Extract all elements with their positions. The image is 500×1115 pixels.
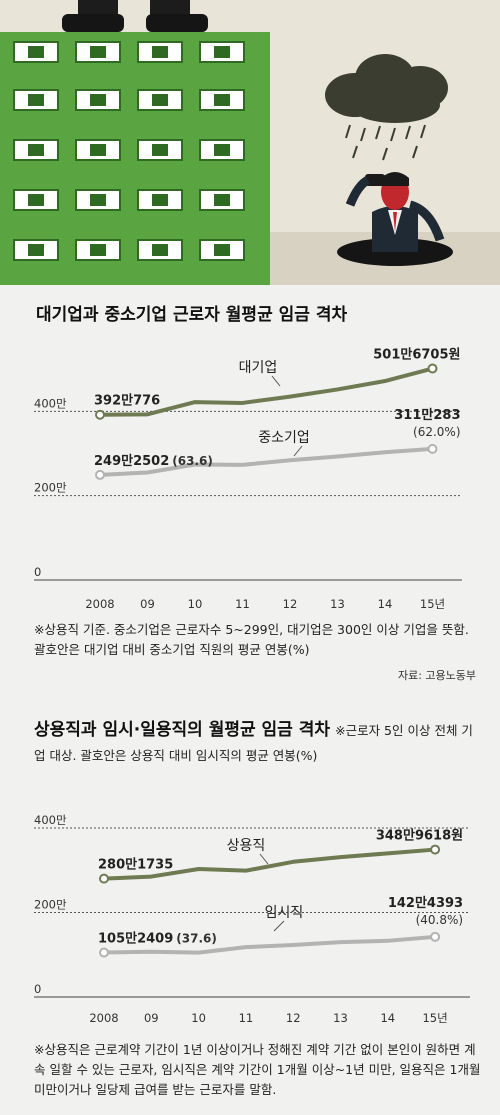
banknote-center-icon: [90, 194, 106, 206]
end-ratio-label: (40.8%): [416, 913, 463, 927]
banknote-center-icon: [28, 244, 44, 256]
banknote-center-icon: [28, 94, 44, 106]
chart1-source: 자료: 고용노동부: [397, 669, 476, 682]
banknote-center-icon: [28, 144, 44, 156]
x-tick-label: 14: [380, 1011, 395, 1025]
series-endpoint: [95, 409, 105, 420]
banknote-center-icon: [90, 244, 106, 256]
x-tick-label: 15년: [420, 597, 445, 610]
series-endpoint: [430, 931, 441, 942]
banknote-center-icon: [90, 46, 106, 58]
start-value-label: 105만2409 (37.6): [98, 931, 217, 947]
chart2-title: 상용직과 임시·일용직의 월평균 임금 격차: [34, 720, 331, 740]
x-tick-label: 11: [239, 1011, 254, 1025]
series-endpoint: [95, 469, 105, 480]
start-value-label: 249만2502 (63.6): [94, 453, 213, 469]
illustration-art: [0, 0, 500, 285]
end-value-label: 348만9618원: [376, 828, 463, 844]
series-name-leader: [273, 920, 285, 932]
series-endpoint: [99, 873, 109, 884]
header-illustration: [0, 0, 500, 285]
y-tick-label: 400만: [34, 396, 67, 410]
banknote-center-icon: [214, 244, 230, 256]
x-tick-label: 11: [235, 597, 250, 610]
series-name-leader: [259, 853, 269, 865]
x-tick-label: 09: [144, 1011, 159, 1025]
chart2-note: ※상용직은 근로계약 기간이 1년 이상이거나 정해진 계약 기간 없이 본인이…: [34, 1042, 481, 1097]
end-value-label: 311만283: [394, 407, 460, 423]
series-endpoint: [99, 947, 109, 958]
series-name-label: 상용직: [227, 838, 266, 854]
end-ratio-label: (62.0%): [413, 425, 460, 439]
start-ratio-label: (63.6): [172, 454, 213, 468]
series-name-label: 임시직: [265, 905, 304, 921]
series-name-label: 중소기업: [258, 430, 310, 446]
x-tick-label: 09: [140, 597, 155, 610]
banknote-center-icon: [28, 46, 44, 58]
y-tick-label: 200만: [34, 481, 67, 495]
y-tick-label: 0: [34, 565, 41, 579]
banknote-center-icon: [152, 144, 168, 156]
banknote-center-icon: [90, 144, 106, 156]
x-tick-label: 14: [378, 597, 393, 610]
x-tick-label: 12: [283, 597, 298, 610]
series-endpoint: [430, 844, 441, 855]
banknote-center-icon: [152, 244, 168, 256]
banknote-center-icon: [152, 94, 168, 106]
x-tick-label: 2008: [89, 1011, 118, 1025]
y-tick-label: 200만: [34, 898, 67, 912]
series-endpoint: [427, 443, 438, 454]
y-tick-label: 0: [34, 982, 41, 996]
banknote-center-icon: [90, 94, 106, 106]
x-tick-label: 12: [286, 1011, 301, 1025]
banknote-center-icon: [152, 194, 168, 206]
chart2-heading: 상용직과 임시·일용직의 월평균 임금 격차 ※근로자 5인 이상 전체 기업 …: [34, 718, 484, 768]
banknote-center-icon: [214, 194, 230, 206]
series-name-leader: [293, 445, 303, 457]
x-tick-label: 10: [188, 597, 203, 610]
series-line: [99, 366, 434, 417]
series-line: [99, 446, 433, 477]
series-name-label: 대기업: [239, 360, 278, 376]
banknote-center-icon: [152, 46, 168, 58]
chart1-svg: 0 200만 400만 2008 09 10 11 12 13 14 15년 대기업 392만776 50…: [34, 347, 462, 610]
series-line: [103, 847, 436, 881]
x-tick-label: 10: [191, 1011, 206, 1025]
banknote-center-icon: [214, 144, 230, 156]
series-name-leader: [271, 375, 281, 387]
end-value-label: 501만6705원: [373, 347, 460, 363]
chart2-svg: 0 200만 400만 2008 09 10 11 12 13 14 15년 상용직 280만1735 3…: [34, 813, 470, 1025]
banknote-center-icon: [214, 46, 230, 58]
series-endpoint: [427, 363, 438, 374]
x-tick-label: 13: [330, 597, 345, 610]
chart2-subtitle: ※근로자 5인 이상 전체 기업 대상. 괄호안은 상용직 대비 임시직의 평균…: [34, 723, 473, 763]
x-tick-label: 2008: [85, 597, 114, 610]
chart1-note: ※상용직 기준. 중소기업은 근로자수 5~299인, 대기업은 300인 이상…: [34, 622, 469, 657]
x-tick-label: 13: [333, 1011, 348, 1025]
chart1-title: 대기업과 중소기업 근로자 월평균 임금 격차: [36, 305, 348, 325]
end-value-label: 142만4393: [388, 895, 463, 911]
series-line: [103, 934, 436, 955]
banknote-center-icon: [214, 94, 230, 106]
start-ratio-label: (37.6): [176, 932, 217, 946]
banknote-center-icon: [28, 194, 44, 206]
binoculars-icon: [365, 174, 385, 186]
start-value-label: 392만776: [94, 393, 160, 409]
start-value-label: 280만1735: [98, 857, 173, 873]
y-tick-label: 400만: [34, 813, 67, 827]
man-in-hole-icon: [345, 172, 445, 252]
raincloud-icon: [325, 54, 448, 161]
x-tick-label: 15년: [422, 1011, 447, 1025]
